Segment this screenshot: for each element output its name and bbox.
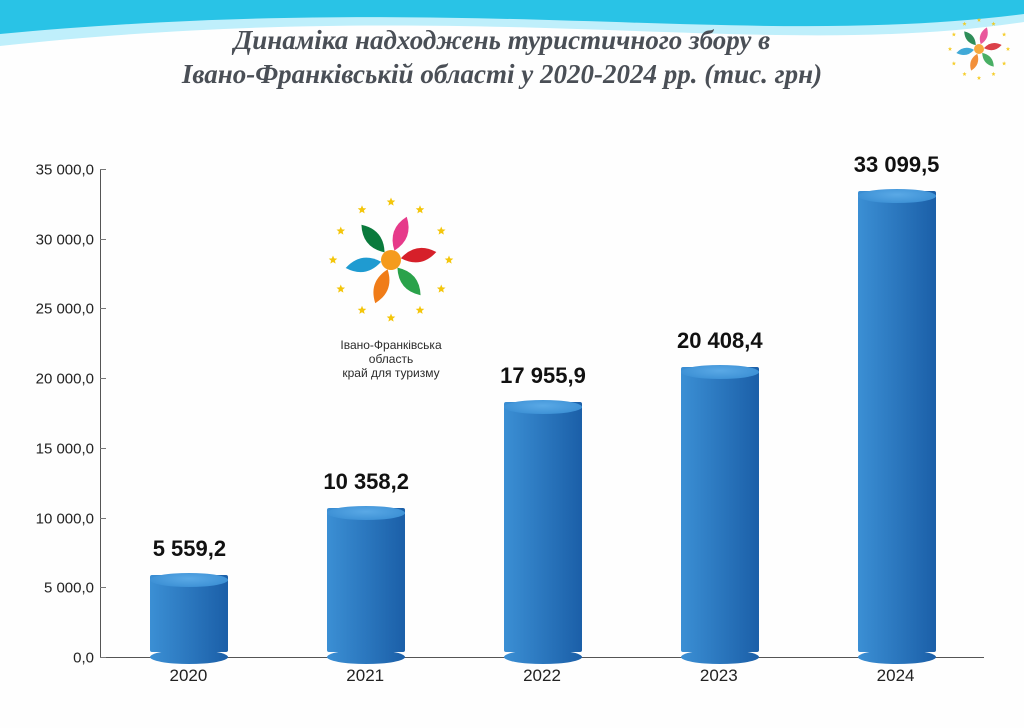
bar-2023: 20 408,4 <box>681 365 759 657</box>
page-title: Динаміка надходжень туристичного збору в… <box>60 24 944 92</box>
x-tick-label: 2022 <box>454 666 631 686</box>
region-logo: Івано-Франківська областькрай для туризм… <box>321 190 461 380</box>
x-tick-label: 2020 <box>100 666 277 686</box>
x-tick-label: 2021 <box>277 666 454 686</box>
y-tick-label: 0,0 <box>30 650 94 667</box>
bar-value-label: 17 955,9 <box>500 363 586 389</box>
plot-area: Івано-Франківська областькрай для туризм… <box>100 170 984 658</box>
x-tick-label: 2023 <box>630 666 807 686</box>
y-tick-label: 30 000,0 <box>30 231 94 248</box>
corner-logo <box>944 14 1014 89</box>
y-axis: 0,05 000,010 000,015 000,020 000,025 000… <box>30 170 100 658</box>
title-line1: Динаміка надходжень туристичного збору в <box>234 25 770 55</box>
bar-2024: 33 099,5 <box>858 189 936 658</box>
y-tick-label: 15 000,0 <box>30 440 94 457</box>
y-tick-label: 10 000,0 <box>30 510 94 527</box>
bar-value-label: 10 358,2 <box>323 469 409 495</box>
bar-2021: 10 358,2 <box>327 506 405 657</box>
x-axis: 20202021202220232024 <box>100 658 984 698</box>
x-tick-label: 2024 <box>807 666 984 686</box>
y-tick-label: 20 000,0 <box>30 371 94 388</box>
title-line2: Івано-Франківській області у 2020-2024 р… <box>182 59 822 89</box>
bar-value-label: 20 408,4 <box>677 328 763 354</box>
bar-2022: 17 955,9 <box>504 400 582 657</box>
bar-value-label: 33 099,5 <box>854 152 940 178</box>
revenue-chart: 0,0 5 000,0 10 000,0 15 000,0 20 000,0 25 000… <box>30 170 994 698</box>
logo-caption: Івано-Франківська областькрай для туризм… <box>321 339 461 380</box>
bar-2020: 5 559,2 <box>150 573 228 658</box>
bar-value-label: 5 559,2 <box>153 536 226 562</box>
y-tick-label: 25 000,0 <box>30 301 94 318</box>
y-tick-label: 5 000,0 <box>30 580 94 597</box>
y-tick-label: 35 000,0 <box>30 162 94 179</box>
